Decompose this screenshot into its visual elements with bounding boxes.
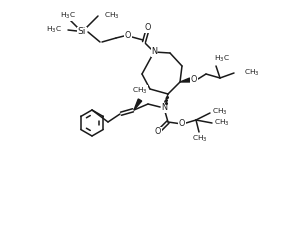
- Text: O: O: [191, 76, 197, 84]
- Text: CH$_3$: CH$_3$: [104, 11, 120, 21]
- Text: N: N: [151, 47, 157, 57]
- Text: O: O: [125, 32, 131, 41]
- Text: CH$_3$: CH$_3$: [192, 134, 208, 144]
- Text: O: O: [145, 23, 151, 33]
- Polygon shape: [180, 78, 190, 82]
- Text: CH$_3$: CH$_3$: [212, 107, 228, 117]
- Text: O: O: [155, 127, 161, 137]
- Text: O: O: [179, 120, 185, 128]
- Text: CH$_3$: CH$_3$: [244, 68, 260, 78]
- Text: H$_3$C: H$_3$C: [214, 54, 230, 64]
- Text: CH$_3$: CH$_3$: [214, 118, 230, 128]
- Text: H$_3$C: H$_3$C: [60, 11, 76, 21]
- Polygon shape: [134, 99, 142, 110]
- Text: N: N: [161, 103, 167, 112]
- Text: H$_3$C: H$_3$C: [46, 25, 62, 35]
- Text: Si: Si: [78, 27, 86, 37]
- Text: CH$_3$: CH$_3$: [132, 86, 148, 96]
